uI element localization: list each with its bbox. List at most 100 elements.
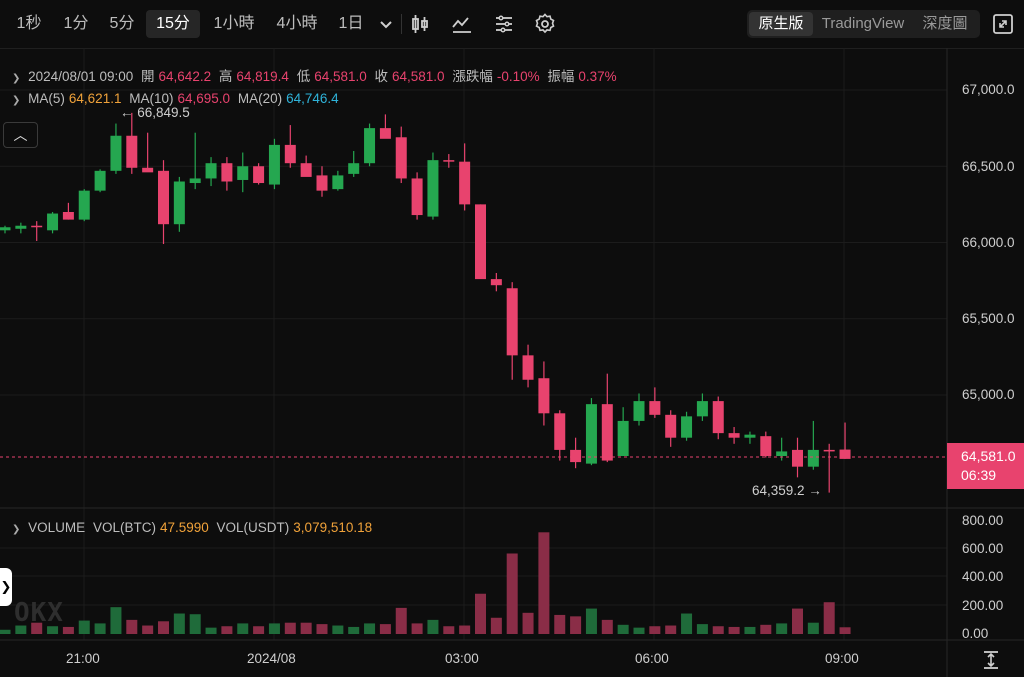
candle xyxy=(649,387,661,418)
candle xyxy=(395,126,407,184)
volume-bar xyxy=(78,620,90,634)
vol-btc-value: 47.5990 xyxy=(159,520,209,535)
candle-body xyxy=(411,178,423,216)
ohlc-info: ❯ 2024/08/01 09:00 開 64,642.2 高 64,819.4 低… xyxy=(12,65,621,85)
open-label: 開 xyxy=(141,69,155,84)
candle-body xyxy=(158,170,169,225)
mode-tradingview[interactable]: TradingView xyxy=(821,15,905,32)
volume-bar xyxy=(633,627,645,634)
candle xyxy=(300,155,312,177)
time-axis-label: 2024/08 xyxy=(247,651,296,666)
side-panel-toggle[interactable]: ❯ xyxy=(0,568,12,606)
volume-bar xyxy=(585,608,597,634)
candle xyxy=(506,282,518,380)
candle-body xyxy=(681,416,693,438)
candle-body xyxy=(379,128,391,139)
current-price-tag: 64,581.0 06:39 xyxy=(947,443,1024,489)
ma10-value: 64,695.0 xyxy=(177,91,231,106)
candle-body xyxy=(0,227,11,231)
candle-body xyxy=(332,175,344,190)
volume-axis-label: 0.00 xyxy=(962,626,989,641)
timeframe-1m[interactable]: 1分 xyxy=(63,15,89,32)
collapse-indicators-button[interactable]: ︿ xyxy=(3,122,38,148)
chevron-down-icon[interactable]: ❯ xyxy=(12,95,21,106)
volume-bar xyxy=(253,626,265,634)
high-value: 64,819.4 xyxy=(236,69,289,84)
candle xyxy=(189,132,201,190)
volume-bar xyxy=(776,623,788,634)
low-value: 64,581.0 xyxy=(314,69,367,84)
timeframe-1s[interactable]: 1秒 xyxy=(16,15,42,32)
candle xyxy=(316,166,328,197)
volume-bar xyxy=(839,627,851,634)
indicator-icon[interactable] xyxy=(450,12,474,36)
candle-body xyxy=(364,128,376,164)
candle xyxy=(0,225,11,234)
candle xyxy=(332,170,344,191)
volume-bar xyxy=(427,619,439,634)
candlestick-type-icon[interactable] xyxy=(408,12,432,36)
candle-body xyxy=(47,213,59,231)
mode-depth-chart[interactable]: 深度圖 xyxy=(922,15,968,32)
candle xyxy=(570,437,582,469)
change-label: 漲跌幅 xyxy=(452,69,493,84)
low-annotation: 64,359.2 → xyxy=(752,483,822,498)
settings-icon[interactable] xyxy=(533,12,557,36)
volume-bar xyxy=(31,622,43,634)
candle-body xyxy=(31,225,43,228)
drawing-list-icon[interactable] xyxy=(492,12,516,36)
close-label: 收 xyxy=(374,69,389,84)
candle xyxy=(364,123,376,167)
candle xyxy=(31,221,43,241)
mode-native[interactable]: 原生版 xyxy=(749,12,813,36)
timeframe-4h[interactable]: 4小時 xyxy=(276,15,318,32)
close-value: 64,581.0 xyxy=(392,69,445,84)
candle-countdown: 06:39 xyxy=(961,467,997,483)
volume-axis-label: 800.00 xyxy=(962,513,1004,528)
timeframe-1d[interactable]: 1日 xyxy=(338,15,364,32)
candle-body xyxy=(538,378,550,414)
candle-body xyxy=(807,449,819,467)
amplitude-label: 振幅 xyxy=(547,69,575,84)
vol-usdt-label: VOL(USDT) xyxy=(216,520,290,535)
timeframe-15m[interactable]: 15分 xyxy=(146,10,200,38)
chevron-up-icon: ︿ xyxy=(13,127,28,143)
candle xyxy=(728,427,740,444)
ma5-value: 64,621.1 xyxy=(68,91,122,106)
chevron-down-icon[interactable] xyxy=(374,12,398,36)
candle-body xyxy=(823,449,835,452)
ma-info: ❯ MA(5) 64,621.1 MA(10) 64,695.0 MA(20) 64,… xyxy=(12,91,343,106)
timeframe-5m[interactable]: 5分 xyxy=(109,15,135,32)
candle-body xyxy=(585,404,597,464)
volume-bar xyxy=(823,602,835,634)
volume-bar xyxy=(379,624,391,634)
volume-bar xyxy=(411,623,423,634)
candle xyxy=(94,169,106,193)
candle-body xyxy=(78,190,90,220)
volume-bar xyxy=(189,614,201,634)
candle xyxy=(696,393,708,421)
volume-bar xyxy=(173,613,185,634)
timeframe-1h[interactable]: 1小時 xyxy=(213,15,255,32)
chart-toolbar: 1秒 1分 5分 15分 1小時 4小時 1日 原生版 TradingView … xyxy=(0,0,1024,49)
ma10-label: MA(10) xyxy=(129,91,174,106)
candle-body xyxy=(62,212,74,220)
candle xyxy=(475,204,486,280)
scale-reset-icon[interactable] xyxy=(979,648,1003,672)
volume-bar xyxy=(554,614,566,634)
candle xyxy=(617,407,629,456)
candle-body xyxy=(744,434,756,438)
chevron-down-icon[interactable]: ❯ xyxy=(12,524,21,535)
fullscreen-icon[interactable] xyxy=(991,12,1015,36)
candle-body xyxy=(268,144,280,185)
candle xyxy=(205,157,217,187)
candle-body xyxy=(300,163,312,177)
volume-bar xyxy=(665,625,677,634)
volume-bar xyxy=(792,608,803,634)
candle-body xyxy=(490,279,502,286)
candle xyxy=(268,138,280,190)
candle xyxy=(633,393,645,426)
okx-watermark: OKX xyxy=(14,598,64,628)
chevron-down-icon[interactable]: ❯ xyxy=(12,73,21,84)
